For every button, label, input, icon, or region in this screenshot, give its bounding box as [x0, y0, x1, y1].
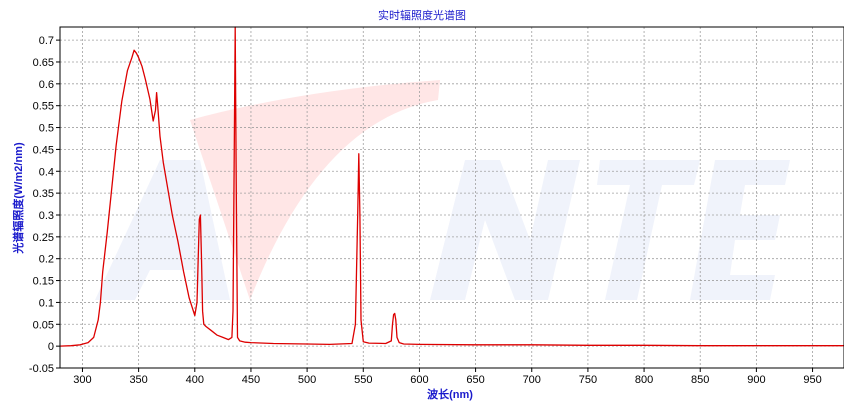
watermark-letter — [95, 160, 230, 300]
x-tick-label: 800 — [635, 374, 653, 386]
avantes-watermark — [95, 80, 790, 300]
y-tick-label: -0.05 — [29, 363, 54, 375]
watermark-letter — [597, 160, 700, 300]
watermark-swoosh — [190, 80, 440, 300]
y-tick-label: 0.1 — [39, 297, 54, 309]
y-tick-label: 0.7 — [39, 35, 54, 47]
y-tick-label: 0.65 — [33, 57, 54, 69]
y-tick-label: 0.3 — [39, 210, 54, 222]
y-tick-label: 0 — [48, 341, 54, 353]
series-layer — [59, 26, 844, 347]
y-tick-label: 0.5 — [39, 123, 54, 135]
watermark-letter — [690, 160, 790, 300]
watermark-letter — [430, 160, 580, 300]
x-tick-label: 300 — [73, 374, 91, 386]
x-axis-label: 波长(nm) — [427, 389, 473, 401]
axes: 300 350 400 450 500 550 600 650 700 750 800 850 900 9… — [29, 26, 844, 386]
y-tick-label: 0.15 — [33, 276, 54, 288]
y-tick-label: 0.45 — [33, 144, 54, 156]
x-tick-label: 400 — [186, 374, 204, 386]
x-tick-label: 550 — [354, 374, 372, 386]
x-tick-label: 950 — [803, 374, 821, 386]
y-tick-label: 0.4 — [39, 166, 54, 178]
series-line-0 — [59, 26, 844, 347]
plot-frame — [59, 26, 844, 369]
x-tick-label: 750 — [579, 374, 597, 386]
x-tick-label: 350 — [129, 374, 147, 386]
y-tick-label: 0.35 — [33, 188, 54, 200]
x-tick-label: 900 — [747, 374, 765, 386]
x-tick-label: 450 — [242, 374, 260, 386]
y-tick-label: 0.05 — [33, 319, 54, 331]
x-tick-label: 500 — [298, 374, 316, 386]
x-tick-label: 850 — [691, 374, 709, 386]
y-tick-label: 0.2 — [39, 254, 54, 266]
y-tick-label: 0.55 — [33, 101, 54, 113]
chart-title: 实时辐照度光谱图 — [378, 10, 466, 22]
x-tick-label: 700 — [523, 374, 541, 386]
x-tick-label: 650 — [466, 374, 484, 386]
y-tick-label: 0.25 — [33, 232, 54, 244]
y-tick-label: 0.6 — [39, 79, 54, 91]
x-tick-label: 600 — [410, 374, 428, 386]
